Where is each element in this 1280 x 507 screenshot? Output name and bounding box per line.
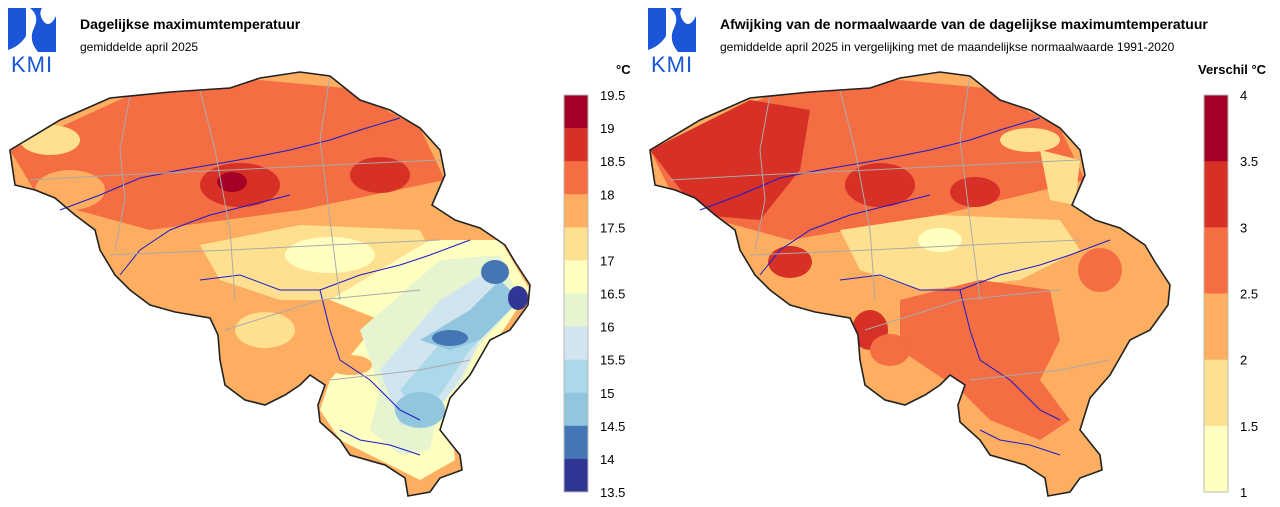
left-map-panel: KMI Dagelijkse maximumtemperatuur gemidd… [6,6,631,500]
kmi-logo: KMI [646,6,698,77]
right-legend-swatch [1204,359,1228,427]
left-legend-swatch [564,425,588,460]
right-unit-label: Verschil °C [1198,62,1267,77]
right-legend-tick: 1 [1240,485,1247,500]
right-legend-swatch [1204,161,1228,228]
left-legend-tick: 14.5 [600,419,625,434]
right-legend-swatch [1204,425,1228,493]
left-title: Dagelijkse maximumtemperatuur [80,16,301,32]
left-legend-tick: 13.5 [600,485,625,500]
right-legend-tick: 3.5 [1240,154,1258,169]
kmi-logo-text: KMI [10,52,54,77]
right-legend-tick: 4 [1240,88,1247,103]
kmi-logo-text: KMI [650,52,694,77]
left-legend-border [563,94,589,493]
left-legend-swatch [564,392,588,427]
left-temperature-map [9,71,531,497]
right-legend-tick: 2 [1240,353,1247,368]
left-legend-tick: 16 [600,320,614,335]
left-legend-tick: 19.5 [600,88,625,103]
right-legend-border [1203,94,1229,493]
right-anomaly-map [649,71,1171,497]
right-subtitle: gemiddelde april 2025 in vergelijking me… [720,40,1175,54]
right-legend-swatch [1204,95,1228,162]
kmi-logo: KMI [6,6,58,77]
right-legend-swatch [1204,227,1228,294]
right-legend-tick: 1.5 [1240,419,1258,434]
left-legend-swatch [564,161,588,195]
left-legend-swatch [564,194,588,228]
right-map-panel: KMI Afwijking van de normaalwaarde van d… [640,0,1280,507]
left-legend: 19.5 19 18.5 18 17.5 17 16.5 16 15.5 15 14.5 14 13.5 [563,88,625,500]
left-legend-tick: 15.5 [600,353,625,368]
right-legend-tick: 2.5 [1240,287,1258,302]
left-subtitle: gemiddelde april 2025 [80,40,199,54]
left-legend-tick: 15 [600,386,614,401]
right-title: Afwijking van de normaalwaarde van de da… [720,16,1208,32]
left-legend-tick: 18.5 [600,154,625,169]
left-legend-swatch [564,227,588,261]
left-legend-swatch [564,326,588,361]
left-legend-tick: 19 [600,121,614,136]
left-legend-tick: 18 [600,187,614,202]
left-legend-tick: 17 [600,253,614,268]
left-unit-label: °C [616,62,631,77]
right-legend-tick: 3 [1240,220,1247,235]
right-legend-swatch [1204,293,1228,361]
left-legend-swatch [564,260,588,294]
left-legend-swatch [564,293,588,328]
left-legend-swatch [564,95,588,129]
left-legend-swatch [564,359,588,394]
left-legend-tick: 17.5 [600,220,625,235]
left-legend-tick: 14 [600,452,614,467]
left-legend-swatch [564,128,588,162]
left-legend-tick: 16.5 [600,287,625,302]
right-legend: 4 3.5 3 2.5 2 1.5 1 [1203,88,1258,500]
left-legend-swatch [564,458,588,493]
